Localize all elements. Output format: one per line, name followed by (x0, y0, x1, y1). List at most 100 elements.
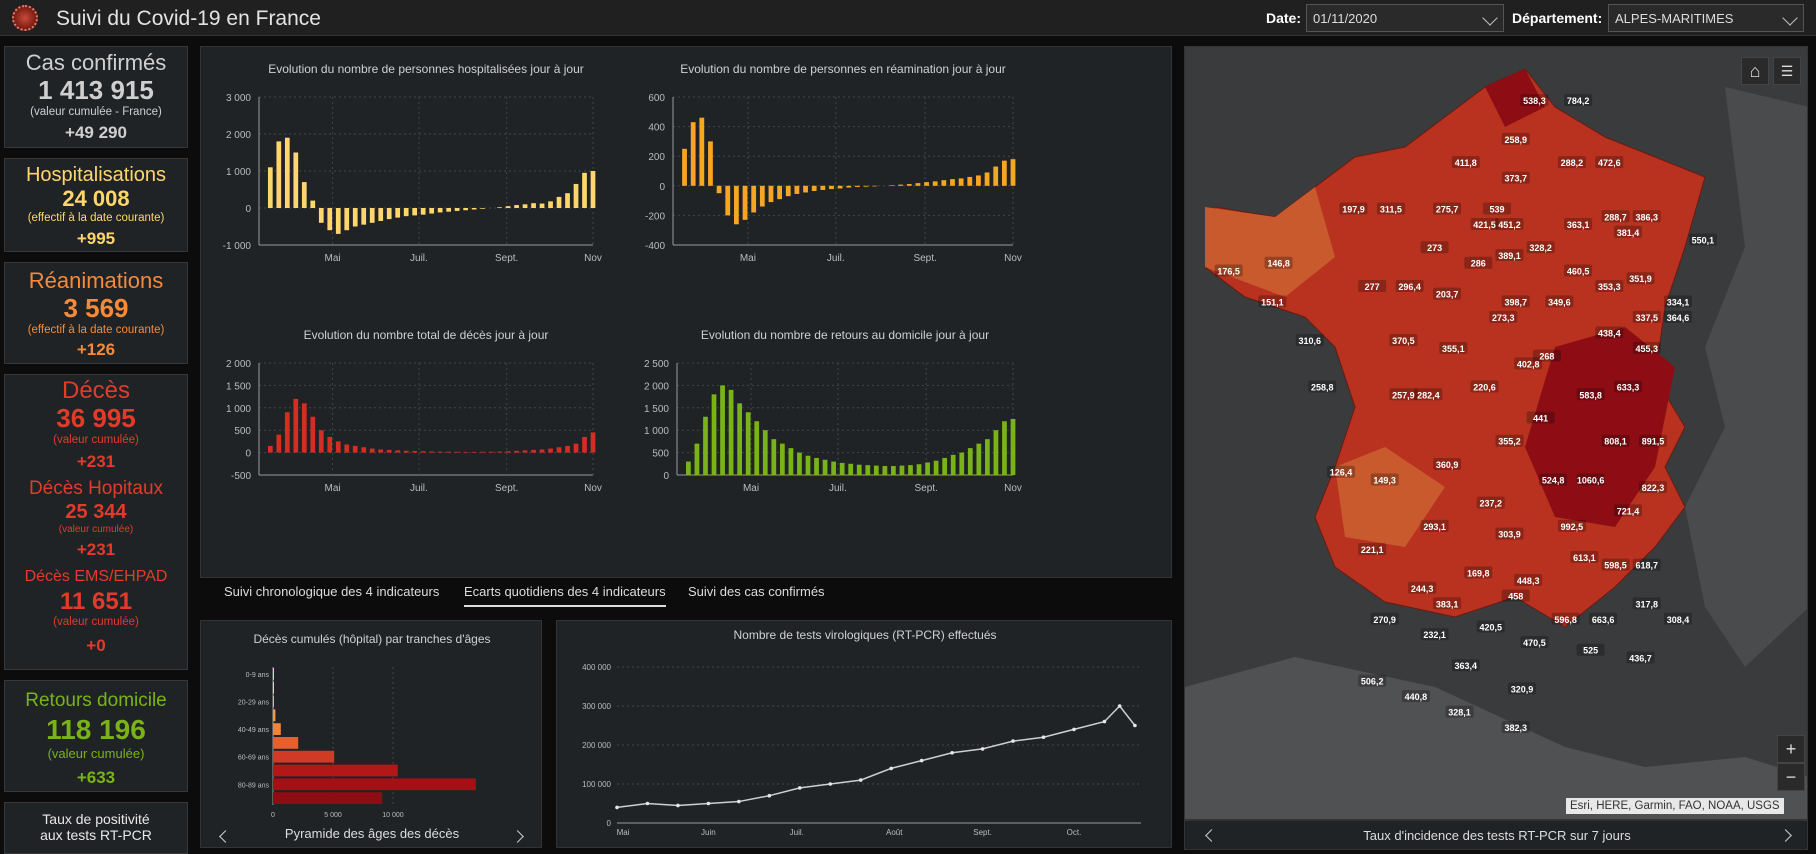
x-tick-label: Nov (1004, 483, 1022, 494)
date-dropdown[interactable]: 01/11/2020 (1306, 4, 1504, 32)
map-label-bg (1520, 635, 1549, 648)
map-label: 460,5 (1567, 266, 1590, 276)
bar (420, 451, 426, 453)
bar (395, 450, 401, 453)
bar (863, 185, 869, 187)
high-incidence-north (1485, 69, 1545, 127)
bar (335, 441, 341, 453)
y-tick-label: 40-49 ans (238, 727, 270, 734)
map-label-bg (1564, 94, 1593, 107)
bar (590, 432, 596, 453)
kpi-hospitalisations: Hospitalisations 24 008 (effectif à la d… (4, 158, 188, 252)
bar (463, 451, 468, 453)
tab-ecarts-quotidiens[interactable]: Ecarts quotidiens des 4 indicateurs (464, 584, 666, 607)
pyramid-prev-arrow-icon[interactable] (219, 830, 232, 843)
map-label: 353,3 (1598, 282, 1621, 292)
y-tick-label: -1 000 (223, 241, 252, 252)
map-label: 364,6 (1667, 313, 1690, 323)
pyramid-next-arrow-icon[interactable] (511, 830, 524, 843)
map-label: 126,4 (1330, 468, 1353, 478)
map-label: 421,5 (1473, 220, 1496, 230)
map-label-bg (1451, 156, 1480, 169)
x-tick-label: Nov (584, 253, 602, 264)
incidence-map[interactable]: 538,3 784,2 258,9 411,8 373,7 288,2 472,6 197,9… (1184, 46, 1808, 820)
map-label-bg (1501, 721, 1530, 734)
tab-suivi-chronologique[interactable]: Suivi chronologique des 4 indicateurs (224, 584, 440, 599)
map-label-bg (1433, 597, 1462, 610)
map-label-bg (1420, 628, 1449, 641)
data-point (980, 747, 985, 751)
list-icon[interactable]: ☰ (1773, 57, 1801, 85)
map-label: 370,5 (1392, 336, 1415, 346)
map-label: 237,2 (1479, 499, 1502, 509)
bar (865, 465, 871, 475)
bar (301, 403, 307, 453)
map-label-bg (1501, 295, 1530, 308)
kpi-deces-hop-value: 25 344 (65, 501, 127, 523)
map-label: 328,2 (1529, 243, 1552, 253)
map-label-bg (1389, 334, 1418, 347)
bar (344, 444, 350, 453)
kpi-reanimations: Réanimations 3 569 (effectif à la date c… (4, 262, 188, 364)
bar (950, 179, 955, 186)
map-label-bg (1557, 519, 1586, 532)
data-point (1133, 723, 1137, 728)
map-label-bg (1495, 218, 1524, 231)
kpi-cases: Cas confirmés 1 413 915 (valeur cumulée … (4, 46, 188, 148)
data-point (1041, 735, 1046, 739)
y-tick-label: 0 (659, 182, 665, 193)
tab-suivi-cas-confirmes[interactable]: Suivi des cas confirmés (688, 584, 825, 599)
department-dropdown[interactable]: ALPES-MARITIMES (1608, 4, 1804, 32)
bar (590, 171, 596, 208)
bar (344, 208, 350, 231)
map-label-bg (1564, 218, 1593, 231)
bar (733, 185, 739, 225)
bar (531, 203, 536, 208)
data-point (615, 805, 619, 810)
map-label: 244,3 (1411, 584, 1434, 594)
bar (573, 183, 579, 208)
map-next-arrow-icon[interactable] (1779, 829, 1792, 842)
bar (273, 723, 281, 735)
x-tick-label: Sept. (495, 483, 518, 494)
data-point (767, 793, 772, 798)
bar (565, 445, 570, 453)
x-tick-label: Mai (325, 483, 341, 494)
bar (565, 193, 570, 208)
y-tick-label: 100 000 (582, 780, 611, 789)
map-label: 438,4 (1598, 328, 1621, 338)
bar (751, 185, 757, 213)
bar (916, 464, 922, 475)
chart-title: Evolution du nombre de personnes hospita… (268, 62, 584, 76)
bar (872, 185, 878, 187)
map-label: 1060,6 (1577, 475, 1605, 485)
bar (412, 451, 418, 453)
map-prev-arrow-icon[interactable] (1205, 829, 1218, 842)
zoom-in-button[interactable]: + (1777, 735, 1805, 763)
kpi-deces-title: Décès (61, 377, 131, 404)
map-label-bg (1639, 434, 1667, 447)
map-label: 402,8 (1517, 359, 1540, 369)
department-value: ALPES-MARITIMES (1615, 11, 1734, 26)
map-label-bg (1489, 310, 1518, 323)
map-label-bg (1501, 132, 1530, 145)
home-icon[interactable]: ⌂ (1741, 57, 1769, 85)
map-label-bg (1408, 581, 1437, 594)
kpi-deces-delta: +231 (76, 452, 116, 471)
map-label: 232,1 (1423, 630, 1446, 640)
bar (284, 137, 290, 208)
bar (531, 449, 536, 453)
bar (548, 201, 553, 208)
data-point (1102, 719, 1107, 724)
map-label: 992,5 (1561, 522, 1584, 532)
y-tick-label: 0-9 ans (246, 672, 270, 679)
chart-title: Evolution du nombre total de décès jour … (304, 328, 549, 342)
map-label-bg (1551, 612, 1580, 625)
neighbour-landmass (1685, 87, 1807, 667)
zoom-out-button[interactable]: − (1777, 763, 1805, 791)
bar (788, 448, 794, 475)
france-map-svg[interactable]: 538,3 784,2 258,9 411,8 373,7 288,2 472,6 197,9… (1185, 47, 1808, 820)
date-value: 01/11/2020 (1313, 11, 1378, 26)
bar (497, 451, 502, 453)
kpi-rea-delta: +126 (76, 340, 116, 359)
